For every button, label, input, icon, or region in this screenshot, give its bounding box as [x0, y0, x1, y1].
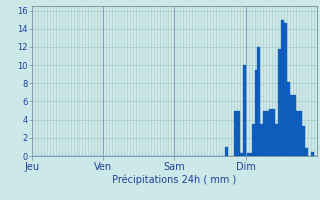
Bar	[252, 124, 254, 156]
Bar	[275, 124, 278, 156]
Bar	[302, 126, 305, 156]
Bar	[266, 111, 269, 156]
Bar	[249, 153, 252, 156]
Bar	[254, 70, 258, 156]
Bar	[225, 147, 228, 156]
Bar	[263, 111, 266, 156]
Bar	[269, 109, 272, 156]
Bar	[305, 148, 308, 156]
Bar	[246, 153, 249, 156]
Bar	[287, 82, 290, 156]
Bar	[278, 49, 281, 156]
Bar	[290, 95, 293, 156]
Bar	[272, 109, 275, 156]
Bar	[281, 20, 284, 156]
Bar	[240, 153, 243, 156]
Bar	[296, 111, 299, 156]
Bar	[258, 47, 260, 156]
X-axis label: Précipitations 24h ( mm ): Précipitations 24h ( mm )	[112, 174, 236, 185]
Bar	[234, 111, 237, 156]
Bar	[284, 23, 287, 156]
Bar	[293, 95, 296, 156]
Bar	[311, 152, 314, 156]
Bar	[243, 65, 246, 156]
Bar	[299, 111, 302, 156]
Bar	[260, 124, 263, 156]
Bar	[237, 111, 240, 156]
